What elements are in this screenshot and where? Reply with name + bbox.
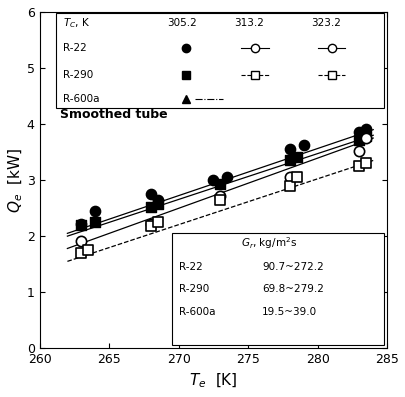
Point bbox=[293, 174, 299, 181]
Point bbox=[286, 146, 292, 152]
Point bbox=[217, 197, 223, 203]
Y-axis label: $Q_e$  [kW]: $Q_e$ [kW] bbox=[7, 147, 25, 213]
Text: 90.7~272.2: 90.7~272.2 bbox=[261, 262, 323, 272]
Point bbox=[92, 208, 98, 214]
Point bbox=[85, 247, 91, 253]
Point bbox=[355, 129, 362, 136]
Point bbox=[217, 193, 223, 199]
Point bbox=[362, 125, 369, 132]
Text: R-600a: R-600a bbox=[63, 94, 100, 104]
X-axis label: $T_e$  [K]: $T_e$ [K] bbox=[189, 372, 237, 390]
FancyBboxPatch shape bbox=[171, 233, 384, 345]
Point bbox=[355, 163, 362, 169]
Text: $T_C$, K: $T_C$, K bbox=[63, 16, 90, 30]
Text: 313.2: 313.2 bbox=[234, 18, 263, 28]
Point bbox=[286, 183, 292, 189]
Text: $G_r$, kg/m$^2$s: $G_r$, kg/m$^2$s bbox=[241, 235, 296, 251]
Point bbox=[362, 133, 369, 140]
Point bbox=[78, 237, 84, 244]
Point bbox=[362, 135, 369, 141]
Point bbox=[154, 219, 161, 225]
Point bbox=[355, 137, 362, 143]
Point bbox=[147, 204, 153, 210]
Text: 305.2: 305.2 bbox=[167, 18, 197, 28]
Point bbox=[355, 308, 362, 315]
FancyBboxPatch shape bbox=[56, 13, 384, 108]
Text: 323.2: 323.2 bbox=[310, 18, 340, 28]
Point bbox=[78, 222, 84, 228]
Point bbox=[147, 191, 153, 197]
Text: R-290: R-290 bbox=[63, 70, 93, 80]
Point bbox=[92, 219, 98, 225]
Text: R-600a: R-600a bbox=[178, 307, 215, 317]
Text: R-22: R-22 bbox=[178, 262, 202, 272]
Point bbox=[369, 305, 375, 311]
Point bbox=[78, 221, 84, 227]
Point bbox=[286, 174, 292, 181]
Point bbox=[147, 223, 153, 229]
Point bbox=[362, 160, 369, 166]
Point bbox=[154, 200, 161, 207]
Point bbox=[355, 148, 362, 154]
Point bbox=[286, 157, 292, 164]
Text: 69.8~279.2: 69.8~279.2 bbox=[261, 284, 323, 295]
Point bbox=[224, 174, 230, 181]
Point bbox=[286, 331, 292, 337]
Point bbox=[300, 142, 306, 148]
Text: R-22: R-22 bbox=[63, 43, 87, 53]
Point bbox=[217, 181, 223, 187]
Point bbox=[154, 197, 161, 203]
Point bbox=[210, 177, 216, 183]
Text: R-290: R-290 bbox=[178, 284, 208, 295]
Point bbox=[293, 153, 299, 160]
Text: Smoothed tube: Smoothed tube bbox=[60, 108, 168, 121]
Point bbox=[78, 250, 84, 256]
Point bbox=[147, 221, 153, 227]
Text: 19.5~39.0: 19.5~39.0 bbox=[261, 307, 316, 317]
